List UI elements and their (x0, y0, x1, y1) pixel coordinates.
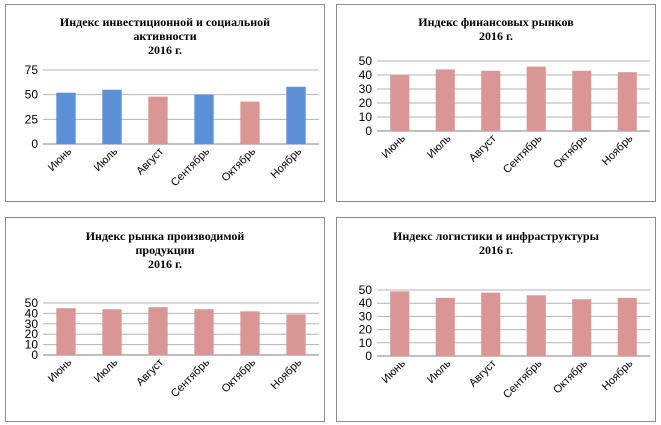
x-tick-label: Октябрь (551, 132, 590, 171)
x-tick-label: Июль (425, 132, 454, 161)
x-tick-label: Июль (92, 356, 121, 385)
chart-panel-financial-markets: Индекс финансовых рынков 2016 г. 0 10 20 30… (336, 4, 656, 202)
x-tick-label: Ноябрь (600, 132, 636, 168)
bar (481, 292, 501, 356)
x-tick-label: Сентябрь (501, 132, 545, 176)
x-tick-label: Сентябрь (169, 356, 213, 400)
x-tick-label: Август (134, 357, 166, 389)
bar (240, 101, 260, 144)
y-tick-label: 10 (25, 338, 39, 352)
bar (435, 297, 455, 356)
chart-title: Индекс инвестиционной и социальной актив… (59, 15, 271, 57)
x-tick-label: Ноябрь (269, 356, 305, 392)
bar (617, 297, 637, 356)
y-tick-label: 50 (359, 54, 373, 68)
bar (102, 89, 122, 144)
x-tick-label: Август (467, 358, 499, 390)
chart-title: Индекс финансовых рынков 2016 г. (418, 15, 574, 43)
y-tick-label: 20 (359, 96, 373, 110)
x-tick-label: Июль (92, 145, 121, 174)
bar (56, 308, 76, 355)
y-tick-label: 30 (359, 309, 373, 323)
bar (286, 314, 306, 355)
y-tick-label: 40 (359, 68, 373, 82)
chart-title: Индекс логистики и инфраструктуры 2016 г… (393, 229, 599, 257)
bar (390, 291, 410, 356)
bar (148, 96, 168, 144)
x-tick-label: Август (134, 146, 166, 178)
y-tick-label: 50 (25, 296, 39, 310)
bar (572, 70, 592, 131)
y-tick-label: 0 (365, 124, 372, 138)
y-tick-label: 40 (25, 306, 39, 320)
x-tick-label: Октябрь (219, 356, 258, 395)
x-tick-label: Июль (425, 357, 454, 386)
y-tick-label: 0 (31, 137, 38, 151)
x-tick-label: Октябрь (551, 357, 590, 396)
x-tick-label: Июнь (380, 357, 408, 385)
x-tick-label: Июнь (380, 132, 408, 160)
y-tick-label: 25 (25, 112, 39, 126)
x-tick-label: Июнь (46, 145, 74, 173)
bar (194, 94, 214, 144)
chart-panel-investment-social: Индекс инвестиционной и социальной актив… (5, 4, 325, 202)
x-tick-label: Ноябрь (269, 145, 305, 181)
bar (435, 69, 455, 131)
x-tick-label: Июнь (46, 356, 74, 384)
bar (102, 309, 122, 355)
y-tick-label: 40 (359, 296, 373, 310)
bar (572, 299, 592, 356)
bar (526, 66, 546, 131)
y-tick-label: 0 (365, 349, 372, 363)
y-tick-label: 75 (25, 63, 39, 77)
bar (56, 92, 76, 144)
x-tick-label: Октябрь (219, 145, 258, 184)
x-tick-label: Август (467, 133, 499, 165)
y-tick-label: 30 (359, 82, 373, 96)
y-tick-label: 20 (25, 327, 39, 341)
y-tick-label: 50 (25, 88, 39, 102)
y-tick-label: 10 (359, 336, 373, 350)
x-tick-label: Сентябрь (501, 357, 545, 401)
y-tick-label: 0 (31, 348, 38, 362)
x-tick-label: Ноябрь (600, 357, 636, 393)
y-tick-label: 50 (359, 283, 373, 297)
chart-title: Индекс рынка производимой продукции 2016… (85, 229, 245, 271)
chart-panel-logistics-infrastructure: Индекс логистики и инфраструктуры 2016 г… (336, 217, 656, 422)
bar (481, 70, 501, 131)
bar (194, 309, 214, 355)
chart-panel-produced-goods: Индекс рынка производимой продукции 2016… (5, 217, 325, 422)
bar (286, 86, 306, 144)
bar (526, 295, 546, 356)
y-tick-label: 30 (25, 317, 39, 331)
x-tick-label: Сентябрь (169, 145, 213, 189)
bar (240, 311, 260, 355)
chart-plot: 0 25 50 75 Июнь Июль Август Сентябрь Октябрь Нояб… (25, 63, 319, 189)
bar (148, 307, 168, 355)
bar (390, 75, 410, 131)
bar (617, 72, 637, 131)
y-tick-label: 10 (359, 110, 373, 124)
y-tick-label: 20 (359, 323, 373, 337)
